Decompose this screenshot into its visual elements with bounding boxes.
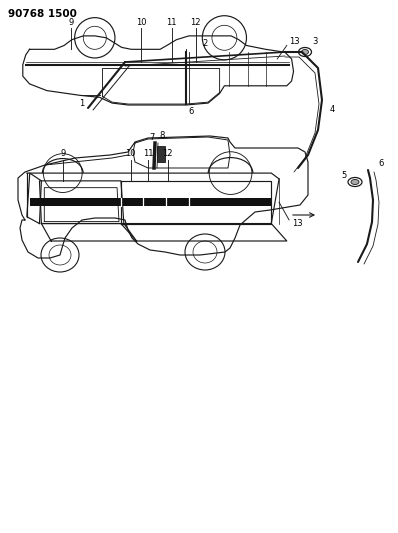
Text: 8: 8 xyxy=(159,131,165,140)
Text: 10: 10 xyxy=(125,149,136,158)
Bar xyxy=(30,198,271,206)
Bar xyxy=(157,146,165,162)
Text: 4: 4 xyxy=(330,106,335,115)
Text: 9: 9 xyxy=(68,18,73,27)
Text: 10: 10 xyxy=(136,18,146,27)
Text: 6: 6 xyxy=(378,159,384,168)
Ellipse shape xyxy=(302,50,308,54)
Text: 90768 1500: 90768 1500 xyxy=(8,9,77,19)
Text: 13: 13 xyxy=(289,37,300,46)
Ellipse shape xyxy=(351,180,359,184)
Text: 11: 11 xyxy=(166,18,177,27)
Text: 11: 11 xyxy=(143,149,153,158)
Text: 9: 9 xyxy=(60,149,65,158)
Text: 13: 13 xyxy=(292,220,302,229)
Text: 12: 12 xyxy=(190,18,201,27)
Text: 1: 1 xyxy=(79,99,85,108)
Text: 7: 7 xyxy=(149,133,155,141)
Text: 12: 12 xyxy=(162,149,173,158)
Text: 5: 5 xyxy=(341,172,347,181)
Text: 2: 2 xyxy=(202,39,208,49)
Text: 6: 6 xyxy=(188,107,194,116)
Text: 3: 3 xyxy=(312,37,318,46)
